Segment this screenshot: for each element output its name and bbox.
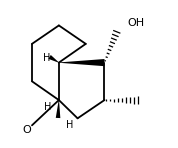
Text: H: H <box>43 53 50 63</box>
Text: H: H <box>66 120 73 130</box>
Polygon shape <box>56 100 60 118</box>
Polygon shape <box>59 59 104 66</box>
Text: H: H <box>44 102 51 112</box>
Text: O: O <box>23 125 32 135</box>
Text: OH: OH <box>127 18 144 28</box>
Polygon shape <box>48 55 59 63</box>
